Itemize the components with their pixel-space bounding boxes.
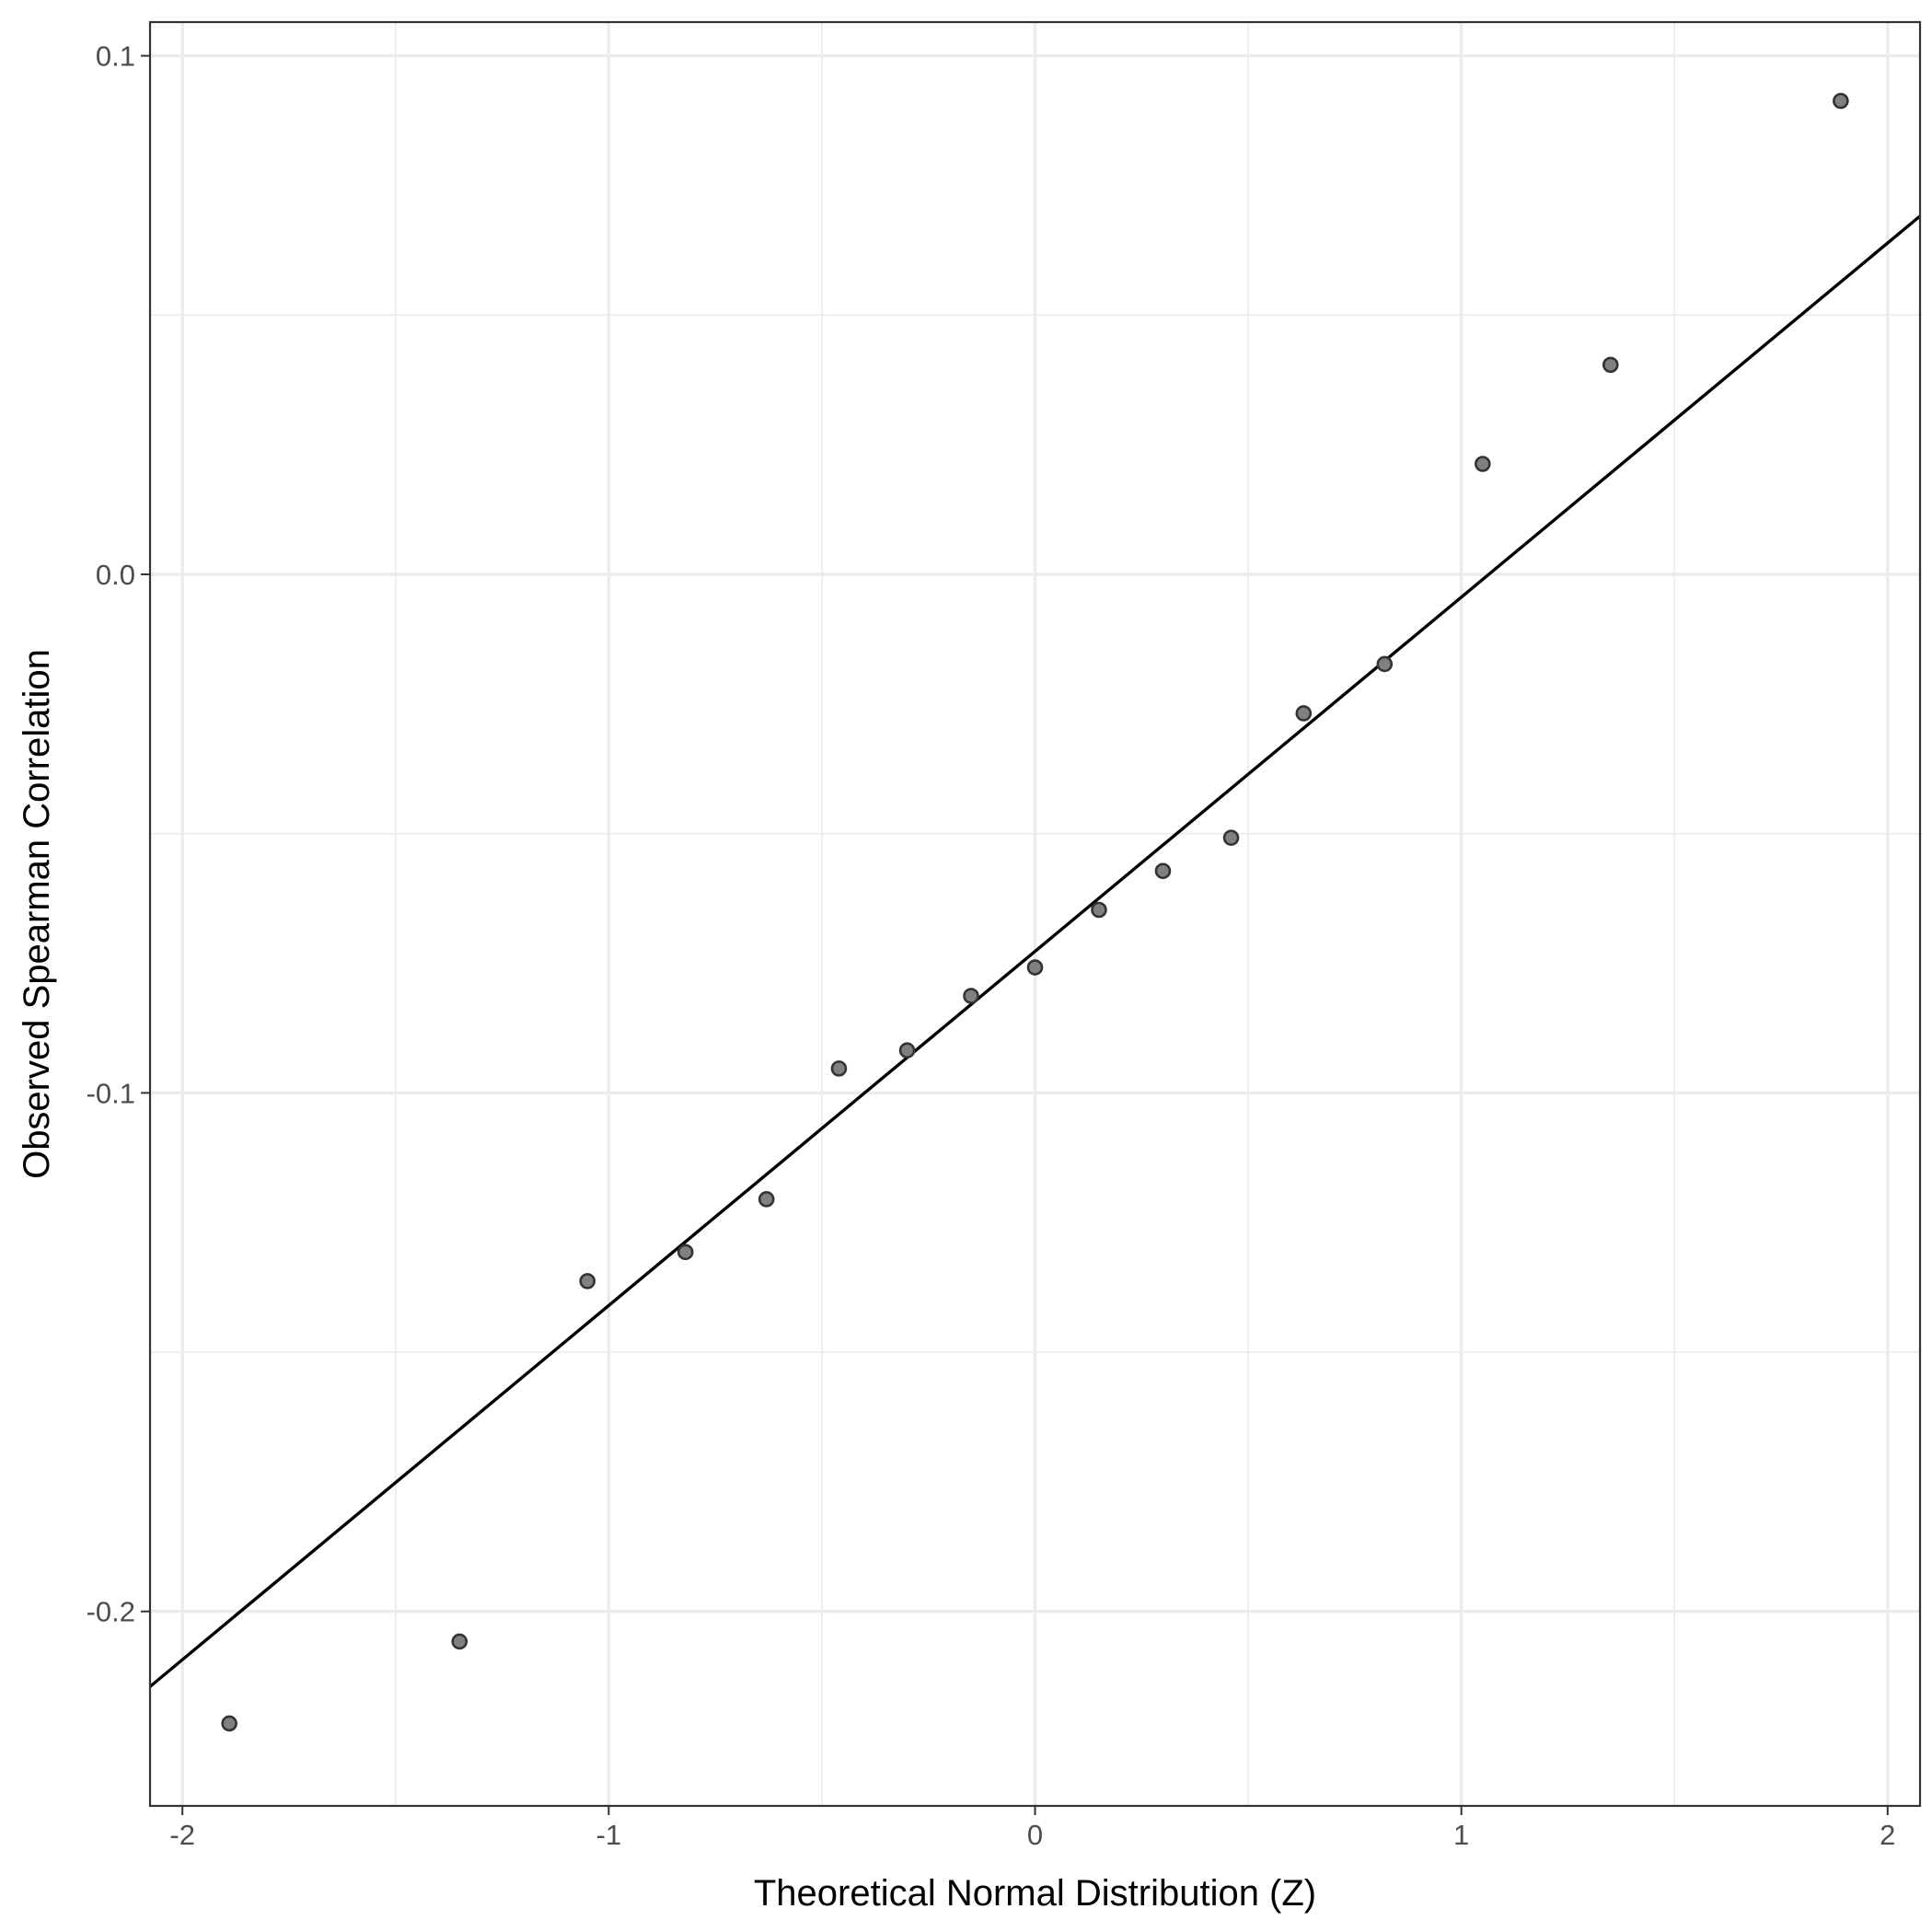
- data-point: [963, 988, 979, 1004]
- x-tick-label: 1: [1453, 1819, 1469, 1851]
- data-point: [898, 1042, 916, 1059]
- qq-reference-line: [148, 214, 1922, 1688]
- data-point: [758, 1191, 775, 1208]
- data-point: [1154, 862, 1172, 880]
- y-tick-label: 0.1: [96, 40, 135, 73]
- data-point: [579, 1273, 596, 1290]
- y-tick-label: 0.0: [96, 559, 135, 591]
- data-point: [451, 1633, 469, 1650]
- x-tick-label: 2: [1880, 1819, 1895, 1851]
- data-point: [1222, 829, 1240, 846]
- x-axis-title: Theoretical Normal Distribution (Z): [754, 1873, 1316, 1914]
- data-point: [830, 1060, 848, 1077]
- data-point: [1833, 92, 1849, 110]
- data-point: [1475, 456, 1491, 472]
- data-points: [221, 92, 1849, 1732]
- data-point: [1091, 901, 1107, 919]
- y-tick-label: -0.2: [87, 1596, 135, 1628]
- reference-line-layer: [148, 214, 1922, 1688]
- data-point: [1602, 356, 1619, 374]
- data-point: [221, 1715, 237, 1732]
- data-point: [677, 1244, 694, 1261]
- data-point: [1295, 705, 1313, 722]
- y-axis-tick-labels: -0.2 -0.1 0.0 0.1: [87, 40, 135, 1628]
- y-tick-label: -0.1: [87, 1077, 135, 1109]
- y-axis-title: Observed Spearman Correlation: [17, 649, 57, 1179]
- x-tick-label: -2: [169, 1819, 195, 1851]
- axis-ticks: [141, 54, 1889, 1815]
- grid-lines: [150, 22, 1920, 1806]
- x-tick-label: -1: [596, 1819, 622, 1851]
- x-tick-label: 0: [1027, 1819, 1043, 1851]
- data-point: [1026, 959, 1044, 976]
- data-point: [1376, 655, 1394, 673]
- x-axis-tick-labels: -2 -1 0 1 2: [169, 1819, 1895, 1851]
